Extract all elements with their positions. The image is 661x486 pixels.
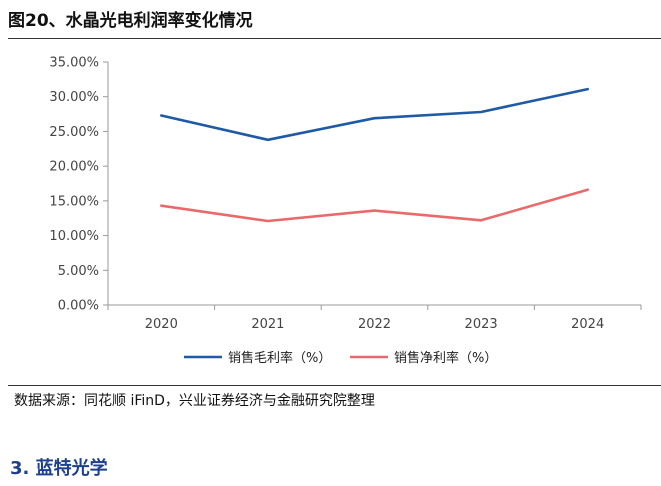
x-tick-label: 2020 — [145, 317, 178, 332]
legend-label-1: 销售毛利率（%） — [228, 350, 331, 366]
x-tick-label: 2021 — [251, 317, 284, 332]
source-divider — [8, 385, 661, 386]
x-tick-label: 2022 — [358, 317, 391, 332]
legend-label-2: 销售净利率（%） — [394, 350, 497, 366]
y-tick-label: 20.00% — [49, 160, 99, 175]
y-tick-label: 15.00% — [49, 194, 99, 209]
y-tick-label: 35.00% — [49, 56, 99, 71]
y-tick-label: 0.00% — [58, 299, 99, 314]
line-chart: 0.00% 5.00% 10.00% 15.00% 20.00% 25.00% 30.00%… — [49, 56, 642, 366]
x-tick-label: 2023 — [465, 317, 498, 332]
series-line-2 — [160, 188, 590, 223]
y-tick-label: 10.00% — [49, 229, 99, 244]
x-tick-label: 2024 — [571, 317, 604, 332]
section-heading: 3. 蓝特光学 — [10, 458, 108, 479]
y-tick-label: 5.00% — [58, 264, 99, 279]
figure-title: 图20、水晶光电利润率变化情况 — [8, 11, 253, 31]
data-source-note: 数据来源：同花顺 iFinD，兴业证券经济与金融研究院整理 — [14, 393, 375, 409]
y-tick-label: 30.00% — [49, 90, 99, 105]
y-tick-label: 25.00% — [49, 125, 99, 140]
title-divider — [8, 38, 661, 39]
series-line-1 — [160, 87, 590, 142]
